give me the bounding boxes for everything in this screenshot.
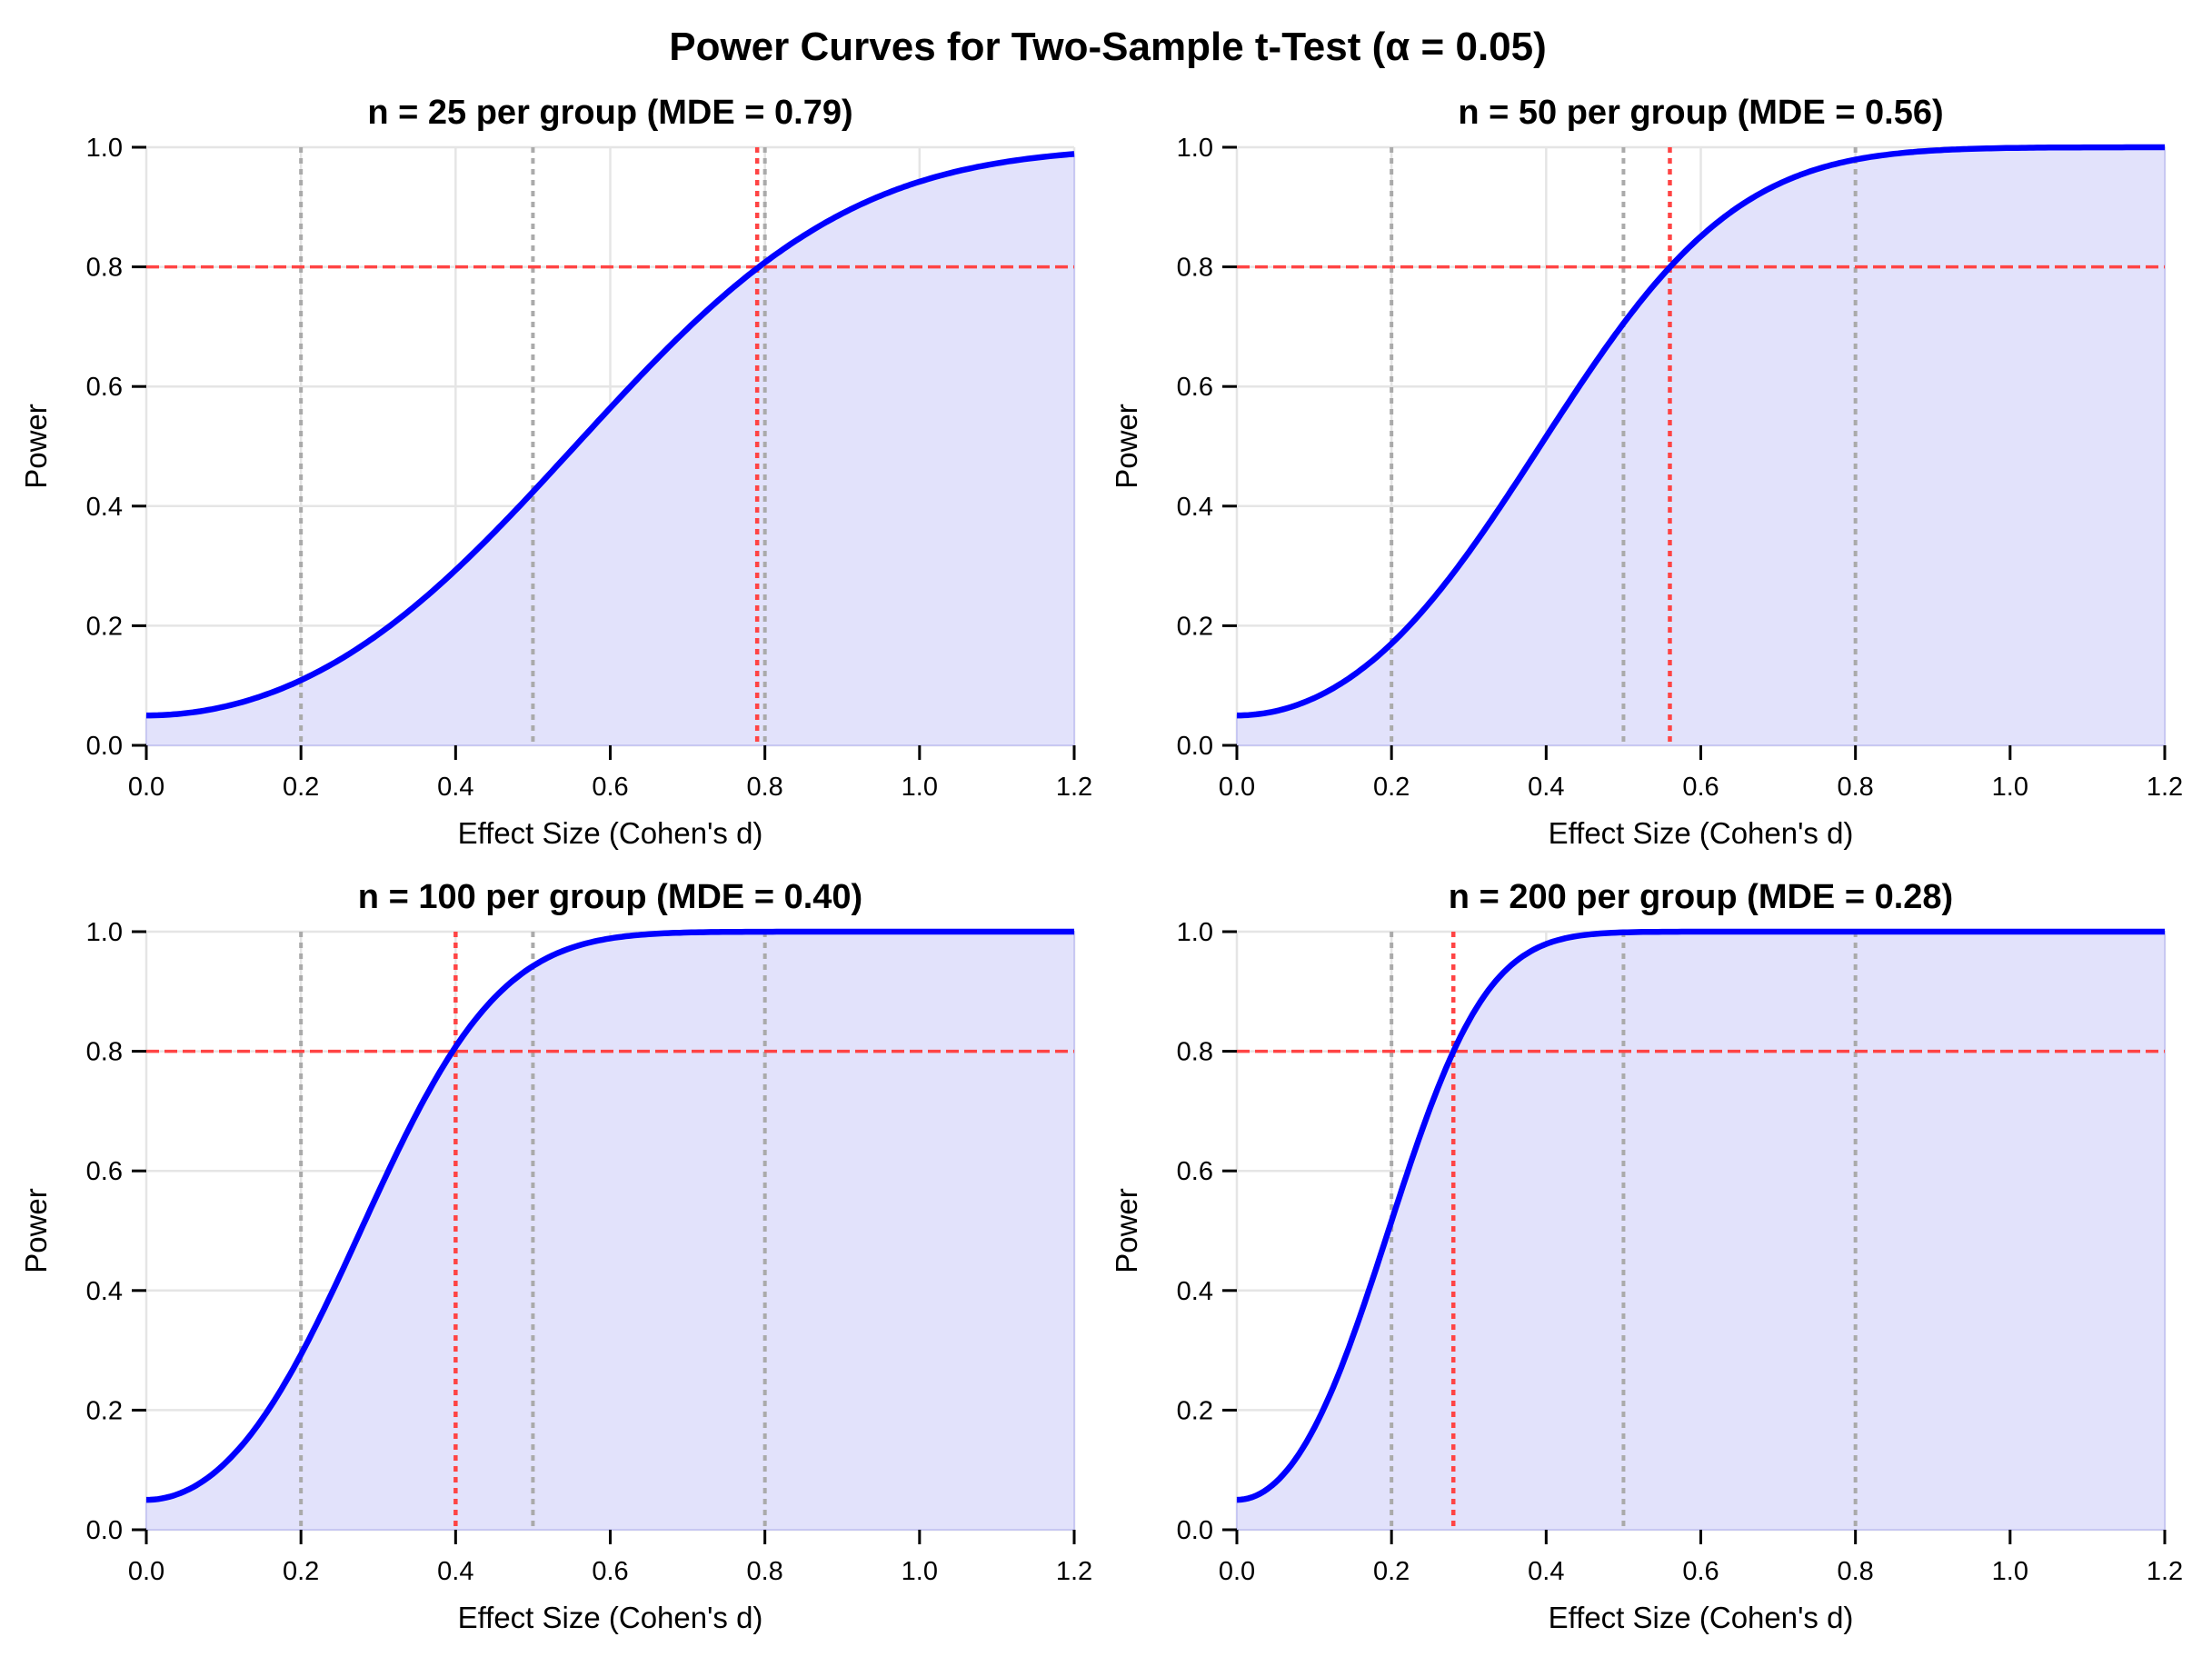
x-tick-label: 0.0 xyxy=(1219,1557,1255,1586)
subplot-title: n = 50 per group (MDE = 0.56) xyxy=(1458,94,1943,132)
y-tick-label: 0.0 xyxy=(86,732,123,761)
x-tick-label: 0.4 xyxy=(1528,1557,1564,1586)
y-axis-label: Power xyxy=(19,1188,53,1273)
x-tick-label: 0.0 xyxy=(128,1557,164,1586)
y-tick-label: 0.6 xyxy=(86,1157,123,1186)
power-area-fill xyxy=(145,931,1075,1531)
y-tick-label: 1.0 xyxy=(1177,134,1213,163)
x-tick-label: 1.0 xyxy=(1992,1557,2028,1586)
x-tick-label: 1.2 xyxy=(2147,1557,2183,1586)
y-tick-label: 0.0 xyxy=(1177,732,1213,761)
x-tick-label: 0.6 xyxy=(1682,1557,1719,1586)
subplot-title: n = 100 per group (MDE = 0.40) xyxy=(358,878,862,916)
x-tick-label: 0.0 xyxy=(1219,773,1255,802)
y-tick-label: 0.4 xyxy=(1177,1277,1213,1306)
x-tick-label: 0.2 xyxy=(1373,773,1410,802)
power-area-fill xyxy=(1236,931,2166,1531)
axes: 0.0 0.2 0.4 0.6 0.8 1.0 1.2 0.0 0.2 0.4 0.6 0.8 1.0 xyxy=(1177,134,2183,802)
y-tick-label: 0.0 xyxy=(1177,1516,1213,1545)
y-tick-label: 0.8 xyxy=(86,1038,123,1067)
x-tick-label: 0.8 xyxy=(747,773,783,802)
x-axis-label: Effect Size (Cohen's d) xyxy=(1549,816,1854,850)
x-tick-label: 0.2 xyxy=(283,773,319,802)
axes: 0.0 0.2 0.4 0.6 0.8 1.0 1.2 0.0 0.2 0.4 0.6 0.8 1.0 xyxy=(86,918,1092,1586)
x-tick-label: 0.2 xyxy=(1373,1557,1410,1586)
power-curve xyxy=(145,928,1074,1503)
y-tick-label: 0.8 xyxy=(86,254,123,283)
power-curve xyxy=(146,151,1075,719)
subplot-n50: 0.0 0.2 0.4 0.6 0.8 1.0 1.2 0.0 0.2 0.4 0.6 0.8 1.0 E… xyxy=(1110,94,2183,850)
subplot-title: n = 200 per group (MDE = 0.28) xyxy=(1449,878,1953,916)
y-tick-label: 0.6 xyxy=(1177,373,1213,402)
y-tick-label: 0.4 xyxy=(1177,493,1213,522)
y-axis-label: Power xyxy=(19,404,53,489)
y-tick-label: 0.4 xyxy=(86,1277,123,1306)
x-tick-label: 0.6 xyxy=(592,773,628,802)
x-tick-label: 1.2 xyxy=(1056,773,1092,802)
y-axis-label: Power xyxy=(1110,404,1143,489)
x-tick-label: 0.6 xyxy=(1682,773,1719,802)
x-tick-label: 1.2 xyxy=(1056,1557,1092,1586)
subplot-n25: 0.0 0.2 0.4 0.6 0.8 1.0 1.2 0.0 0.2 0.4 0.6 0.8 1.0 E… xyxy=(19,94,1092,850)
y-tick-label: 0.6 xyxy=(1177,1157,1213,1186)
x-tick-label: 0.4 xyxy=(437,1557,473,1586)
y-tick-label: 0.6 xyxy=(86,373,123,402)
x-tick-label: 1.0 xyxy=(902,1557,938,1586)
y-tick-label: 0.0 xyxy=(86,1516,123,1545)
y-tick-label: 0.4 xyxy=(86,493,123,522)
x-tick-label: 1.0 xyxy=(902,773,938,802)
x-tick-label: 0.8 xyxy=(1838,773,1874,802)
y-tick-label: 1.0 xyxy=(86,134,123,163)
x-tick-label: 0.4 xyxy=(437,773,473,802)
x-tick-label: 0.8 xyxy=(747,1557,783,1586)
x-tick-label: 0.4 xyxy=(1528,773,1564,802)
x-tick-label: 0.2 xyxy=(283,1557,319,1586)
figure-title: Power Curves for Two-Sample t-Test (α = … xyxy=(669,25,1547,69)
y-tick-label: 0.2 xyxy=(1177,1396,1213,1425)
power-curve xyxy=(1236,928,2165,1503)
y-tick-label: 1.0 xyxy=(1177,918,1213,947)
subplot-title: n = 25 per group (MDE = 0.79) xyxy=(367,94,852,132)
y-tick-label: 1.0 xyxy=(86,918,123,947)
subplot-n200: 0.0 0.2 0.4 0.6 0.8 1.0 1.2 0.0 0.2 0.4 0.6 0.8 1.0 E… xyxy=(1110,878,2183,1634)
y-tick-label: 0.2 xyxy=(86,1396,123,1425)
axes: 0.0 0.2 0.4 0.6 0.8 1.0 1.2 0.0 0.2 0.4 0.6 0.8 1.0 xyxy=(1177,918,2183,1586)
power-curve xyxy=(1237,144,2165,719)
x-tick-label: 1.0 xyxy=(1992,773,2028,802)
y-tick-label: 0.8 xyxy=(1177,254,1213,283)
x-axis-label: Effect Size (Cohen's d) xyxy=(458,816,763,850)
y-axis-label: Power xyxy=(1110,1188,1143,1273)
x-tick-label: 0.6 xyxy=(592,1557,628,1586)
x-tick-label: 0.0 xyxy=(128,773,164,802)
y-tick-label: 0.8 xyxy=(1177,1038,1213,1067)
x-tick-label: 1.2 xyxy=(2147,773,2183,802)
x-axis-label: Effect Size (Cohen's d) xyxy=(1549,1601,1854,1634)
y-tick-label: 0.2 xyxy=(86,612,123,641)
y-tick-label: 0.2 xyxy=(1177,612,1213,641)
axes: 0.0 0.2 0.4 0.6 0.8 1.0 1.2 0.0 0.2 0.4 0.6 0.8 1.0 xyxy=(86,134,1092,802)
x-tick-label: 0.8 xyxy=(1838,1557,1874,1586)
subplot-n100: 0.0 0.2 0.4 0.6 0.8 1.0 1.2 0.0 0.2 0.4 0.6 0.8 1.0 E… xyxy=(19,878,1092,1634)
x-axis-label: Effect Size (Cohen's d) xyxy=(458,1601,763,1634)
